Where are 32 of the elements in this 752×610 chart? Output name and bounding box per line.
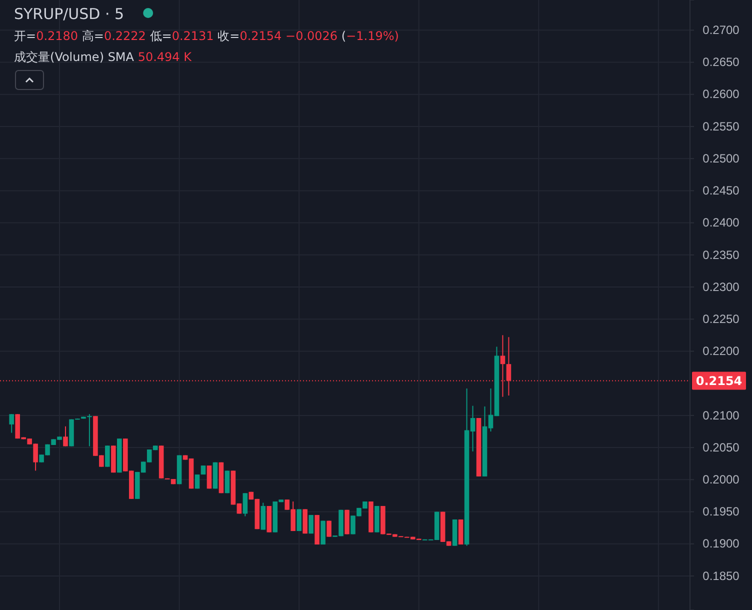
candlestick — [326, 520, 332, 538]
y-tick-label: 0.2550 — [702, 119, 740, 134]
y-tick-label: 0.2050 — [702, 440, 740, 454]
y-tick-label: 0.2200 — [702, 344, 740, 358]
y-tick-label: 0.2350 — [702, 248, 740, 262]
y-tick-label: 0.2450 — [702, 184, 740, 198]
candlestick — [206, 465, 212, 490]
y-tick-label: 0.2400 — [702, 216, 740, 230]
ref-line-label: 0.2154 — [696, 374, 742, 388]
candlestick — [224, 470, 230, 494]
candlestick — [105, 445, 110, 468]
y-tick-label: 0.1850 — [702, 568, 740, 583]
text: 开=0.2180 高=0.2222 低=0.2131 收=0.2154 −0.0026 (−1.19%) — [14, 29, 399, 43]
y-tick-label: 0.2650 — [702, 55, 740, 70]
y-tick-label: 0.1900 — [702, 536, 740, 551]
candlestick — [242, 492, 248, 517]
y-tick-label: 0.2600 — [702, 87, 740, 102]
candlestick — [9, 414, 14, 434]
annotation: 成交量(Volume) SMA 50.494 K — [14, 50, 193, 64]
chart-title: SYRUP/USD · 5 — [14, 5, 124, 23]
candlestick — [296, 508, 302, 532]
candlestick — [194, 474, 200, 490]
candlestick — [260, 502, 266, 530]
y-tick-label: 0.2500 — [702, 151, 740, 166]
candlestick — [63, 426, 68, 447]
y-tick-label: 0.2000 — [702, 472, 740, 486]
y-tick-label: 0.2250 — [702, 312, 740, 326]
y-tick-label: 0.2300 — [702, 280, 740, 294]
y-tick-label: 0.2700 — [702, 23, 740, 38]
y-tick-label: 0.2100 — [702, 408, 740, 422]
candlestick — [320, 520, 326, 546]
y-tick-label: 0.1950 — [702, 504, 740, 519]
